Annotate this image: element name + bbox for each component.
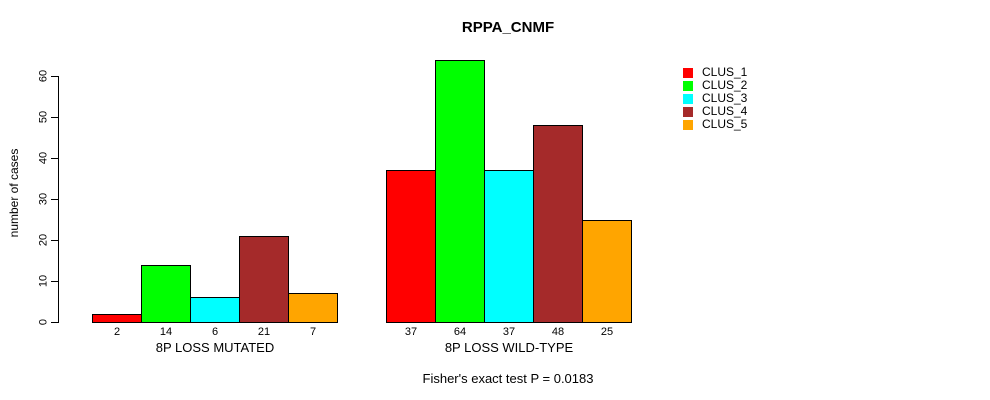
y-tick-label: 50 [37,110,50,124]
bar [92,314,142,323]
bar-value-label: 25 [600,326,614,338]
legend-label-clus_2: CLUS_2 [702,78,748,92]
bar [239,236,289,323]
legend-swatch-clus_4 [683,106,693,117]
bar [582,220,632,323]
legend-label-clus_3: CLUS_3 [702,91,748,105]
y-tick-mark [51,321,58,323]
y-tick-mark [51,157,58,159]
bar [435,60,485,323]
group-category-label: 8P LOSS MUTATED [155,340,275,355]
bar [484,170,534,323]
y-axis-title: number of cases [7,148,21,238]
bar-value-label: 6 [211,326,219,338]
legend-swatch-clus_2 [683,80,693,91]
bar-value-label: 14 [159,326,173,338]
bar-value-label: 48 [551,326,565,338]
y-axis-line [58,76,59,323]
y-tick-mark [51,75,58,77]
y-tick-label: 0 [37,318,50,326]
y-tick-label: 60 [37,69,50,83]
y-tick-mark [51,198,58,200]
y-tick-label: 20 [37,233,50,247]
group-category-label: 8P LOSS WILD-TYPE [444,340,574,355]
bar [386,170,436,323]
bar [141,265,191,323]
bar [533,125,583,323]
bar-value-label: 21 [257,326,271,338]
y-tick-mark [51,116,58,118]
bar [288,293,338,323]
bar-value-label: 7 [309,326,317,338]
legend-swatch-clus_3 [683,93,693,104]
y-tick-mark [51,239,58,241]
legend-swatch-clus_1 [683,67,693,78]
legend-swatch-clus_5 [683,119,693,130]
fisher-test-caption: Fisher's exact test P = 0.0183 [422,371,594,386]
bar-value-label: 37 [404,326,418,338]
legend-label-clus_1: CLUS_1 [702,65,748,79]
bar-value-label: 37 [502,326,516,338]
y-tick-label: 40 [37,151,50,165]
legend-label-clus_4: CLUS_4 [702,104,748,118]
y-tick-label: 30 [37,192,50,206]
bar-value-label: 2 [113,326,121,338]
legend-label-clus_5: CLUS_5 [702,117,748,131]
bar-value-label: 64 [453,326,467,338]
y-tick-label: 10 [37,274,50,288]
bar [190,297,240,323]
chart-title: RPPA_CNMF [461,19,555,36]
y-tick-mark [51,280,58,282]
